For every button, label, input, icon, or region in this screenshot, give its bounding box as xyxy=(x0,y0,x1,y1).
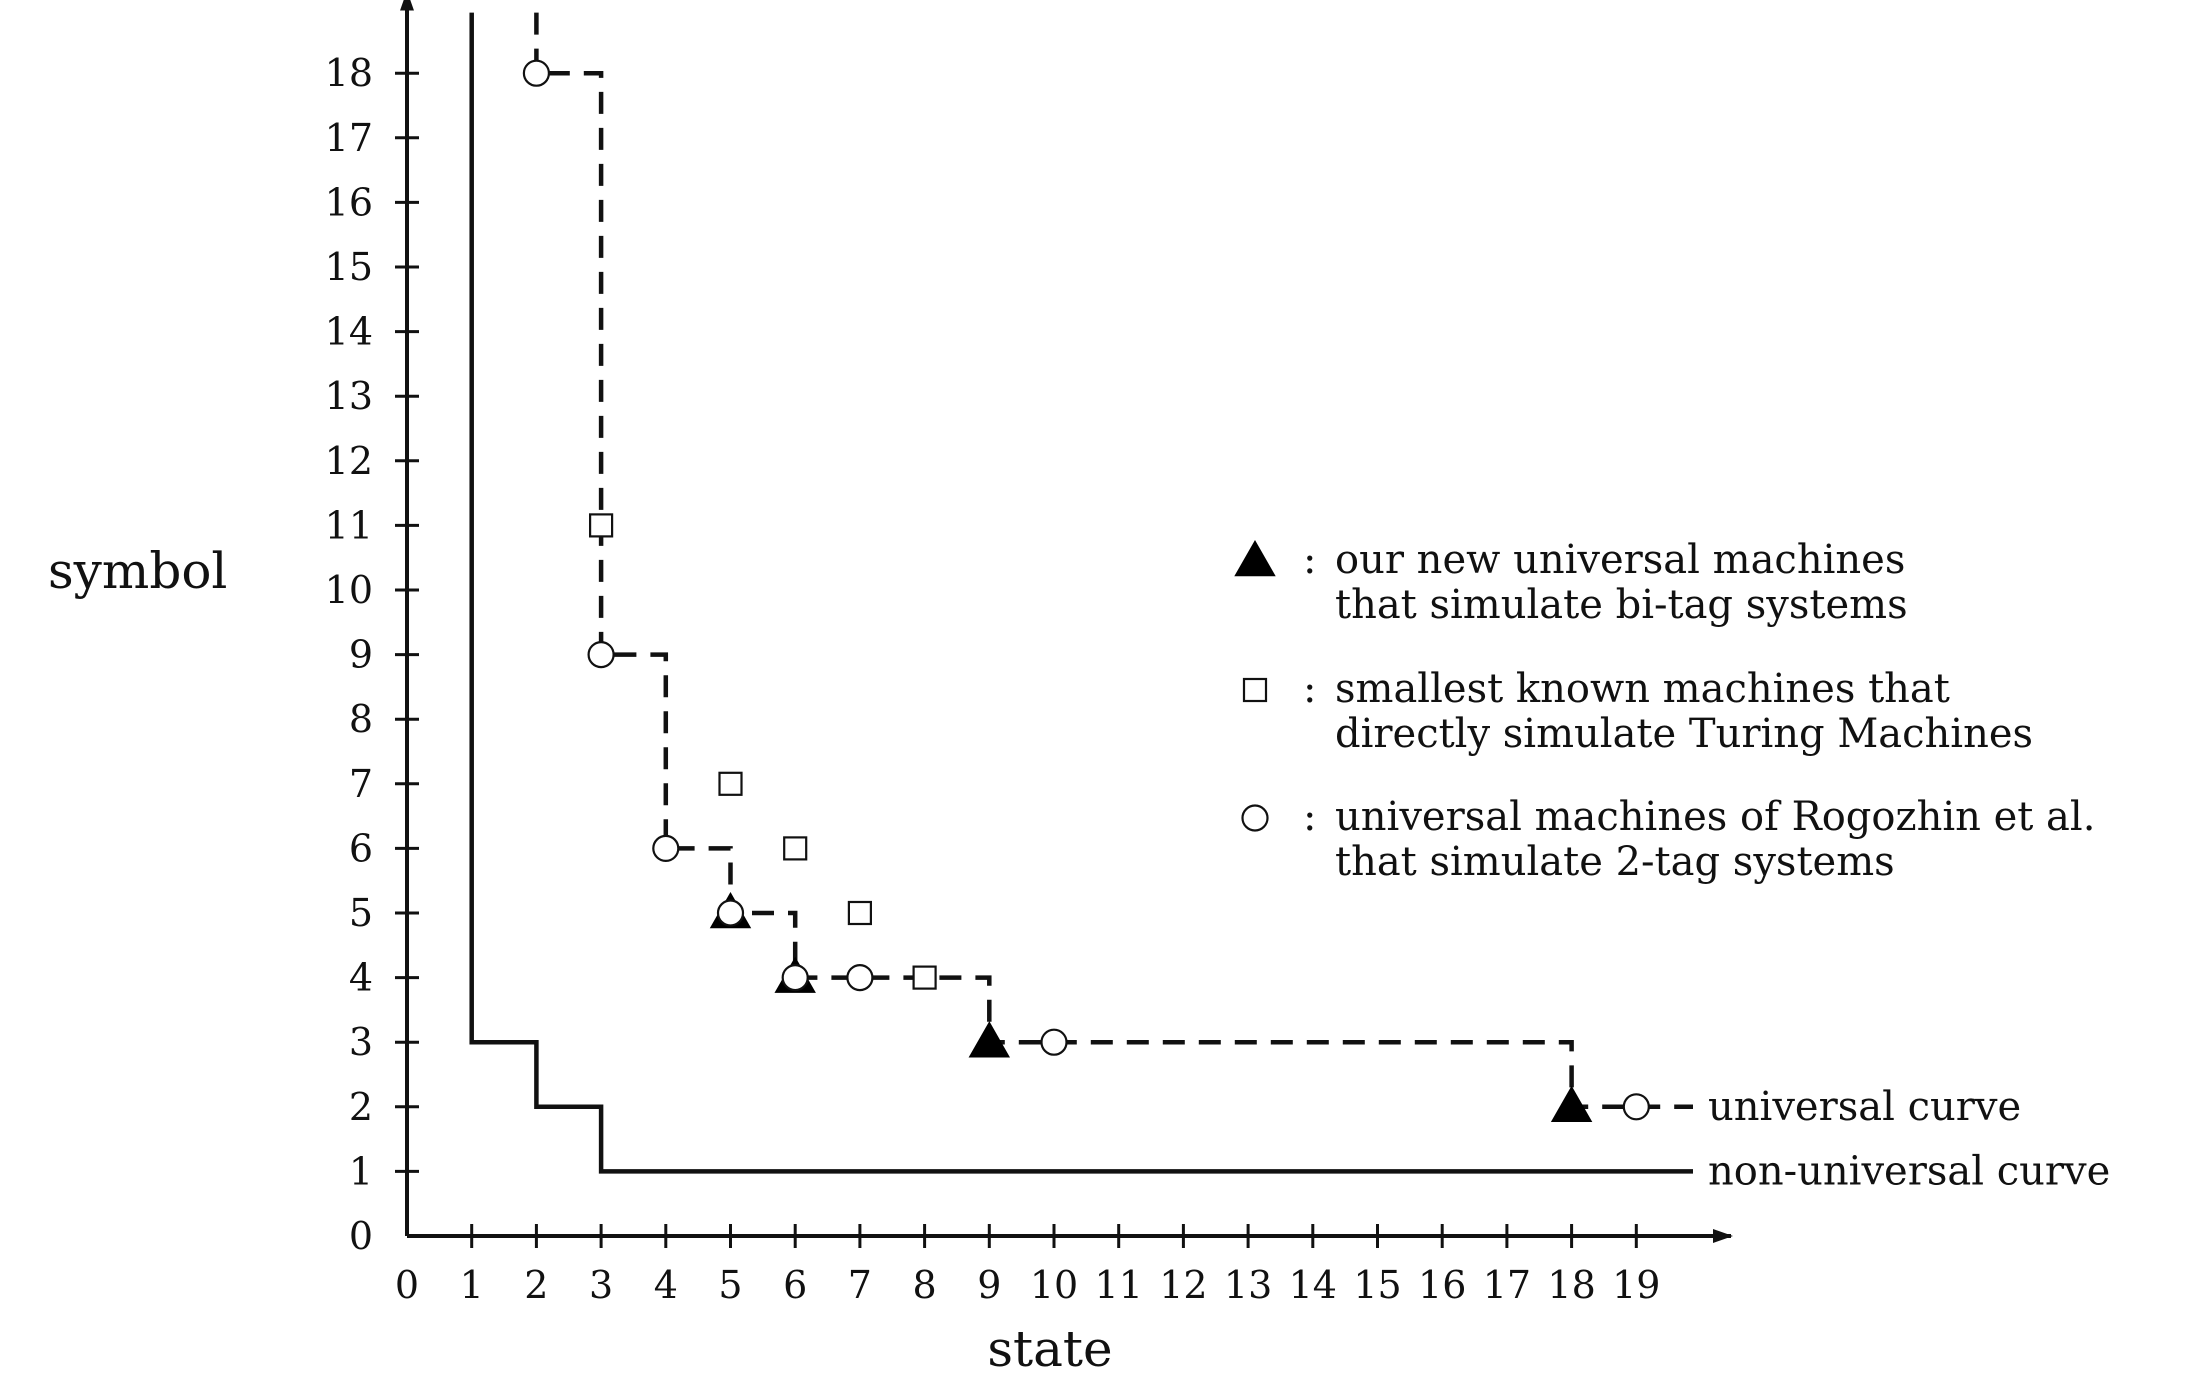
legend-entry-text: directly simulate Turing Machines xyxy=(1335,711,2033,757)
y-tick-label: 8 xyxy=(349,697,373,741)
labels: state symbol 0 1 2 3 4 5 6 7 8 9 10 11 12 13 14 15 16 17 1… xyxy=(48,51,2110,1378)
legend-separator: : xyxy=(1303,537,1316,583)
open-square-point xyxy=(847,900,873,926)
x-tick-label: 0 xyxy=(395,1263,419,1307)
filled-triangle-point xyxy=(968,1021,1011,1058)
x-tick-label: 11 xyxy=(1095,1263,1143,1307)
x-tick-label: 15 xyxy=(1353,1263,1401,1307)
y-axis-title: symbol xyxy=(48,542,227,600)
legend-entry-text: that simulate 2-tag systems xyxy=(1335,839,1895,885)
x-tick-label: 19 xyxy=(1612,1263,1660,1307)
x-tick-label: 2 xyxy=(524,1263,548,1307)
legend-entry-text: universal machines of Rogozhin et al. xyxy=(1335,794,2095,840)
y-tick-label: 18 xyxy=(325,51,373,95)
x-tick-label: 4 xyxy=(654,1263,678,1307)
legend-separator: : xyxy=(1303,666,1316,712)
open-square-point xyxy=(718,771,743,796)
y-tick-label: 3 xyxy=(349,1020,373,1064)
open-circle-point xyxy=(716,899,745,927)
y-tick-label: 13 xyxy=(325,374,373,418)
x-tick-label: 18 xyxy=(1547,1263,1595,1307)
y-tick-label: 14 xyxy=(325,310,373,354)
non-universal-curve xyxy=(469,12,1693,1174)
x-tick-label: 10 xyxy=(1030,1263,1078,1307)
x-tick-label: 17 xyxy=(1483,1263,1531,1307)
open-circle-point xyxy=(1622,1093,1650,1121)
y-tick-label: 4 xyxy=(349,956,373,1000)
open-circle-point xyxy=(652,834,680,863)
axes xyxy=(395,0,1733,1248)
open-circle-point xyxy=(1040,1028,1068,1056)
open-circle-point xyxy=(781,963,809,992)
y-tick-label: 15 xyxy=(325,245,373,289)
x-tick-label: 16 xyxy=(1418,1263,1466,1307)
universal-curve-label: universal curve xyxy=(1708,1084,2021,1130)
open-square-point xyxy=(588,513,614,538)
y-tick-label: 1 xyxy=(349,1149,373,1193)
y-tick-label: 17 xyxy=(325,116,373,160)
legend-entry-text: smallest known machines that xyxy=(1335,666,1950,712)
x-tick-label: 6 xyxy=(783,1263,807,1307)
y-tick-label: 2 xyxy=(349,1085,373,1129)
legend-filled-triangle-icon xyxy=(1234,539,1276,577)
y-tick-label: 6 xyxy=(349,826,373,870)
y-tick-label: 12 xyxy=(325,439,373,483)
open-circle-point xyxy=(587,640,615,669)
legend-open-circle-icon xyxy=(1241,804,1269,832)
x-tick-label: 9 xyxy=(977,1263,1001,1307)
x-tick-label: 8 xyxy=(913,1263,937,1307)
x-axis-title: state xyxy=(987,1320,1112,1378)
x-tick-label: 5 xyxy=(718,1263,742,1307)
y-tick-label: 0 xyxy=(349,1214,373,1258)
x-tick-label: 13 xyxy=(1224,1263,1272,1307)
legend-open-square-icon xyxy=(1242,677,1268,703)
legend-entry-text: our new universal machines xyxy=(1335,537,1905,583)
x-tick-label: 3 xyxy=(589,1263,613,1307)
y-tick-label: 9 xyxy=(349,633,373,677)
open-square-point xyxy=(783,836,808,861)
x-tick-label: 7 xyxy=(848,1263,872,1307)
open-circle-point xyxy=(522,59,551,87)
y-tick-label: 7 xyxy=(349,762,373,806)
legend-entry-text: that simulate bi-tag systems xyxy=(1335,582,1908,628)
x-tick-label: 14 xyxy=(1289,1263,1337,1307)
non-universal-curve-label: non-universal curve xyxy=(1708,1148,2110,1194)
data-points xyxy=(522,59,1650,1123)
y-tick-label: 5 xyxy=(349,891,373,935)
y-tick-label: 10 xyxy=(325,568,373,612)
legend-separator: : xyxy=(1303,794,1316,840)
x-tick-label: 12 xyxy=(1159,1263,1207,1307)
open-circle-point xyxy=(846,963,874,992)
filled-triangle-point xyxy=(1550,1085,1593,1123)
y-tick-label: 11 xyxy=(325,503,373,547)
y-tick-label: 16 xyxy=(325,180,373,224)
x-tick-label: 1 xyxy=(460,1263,484,1307)
open-square-point xyxy=(912,965,937,990)
